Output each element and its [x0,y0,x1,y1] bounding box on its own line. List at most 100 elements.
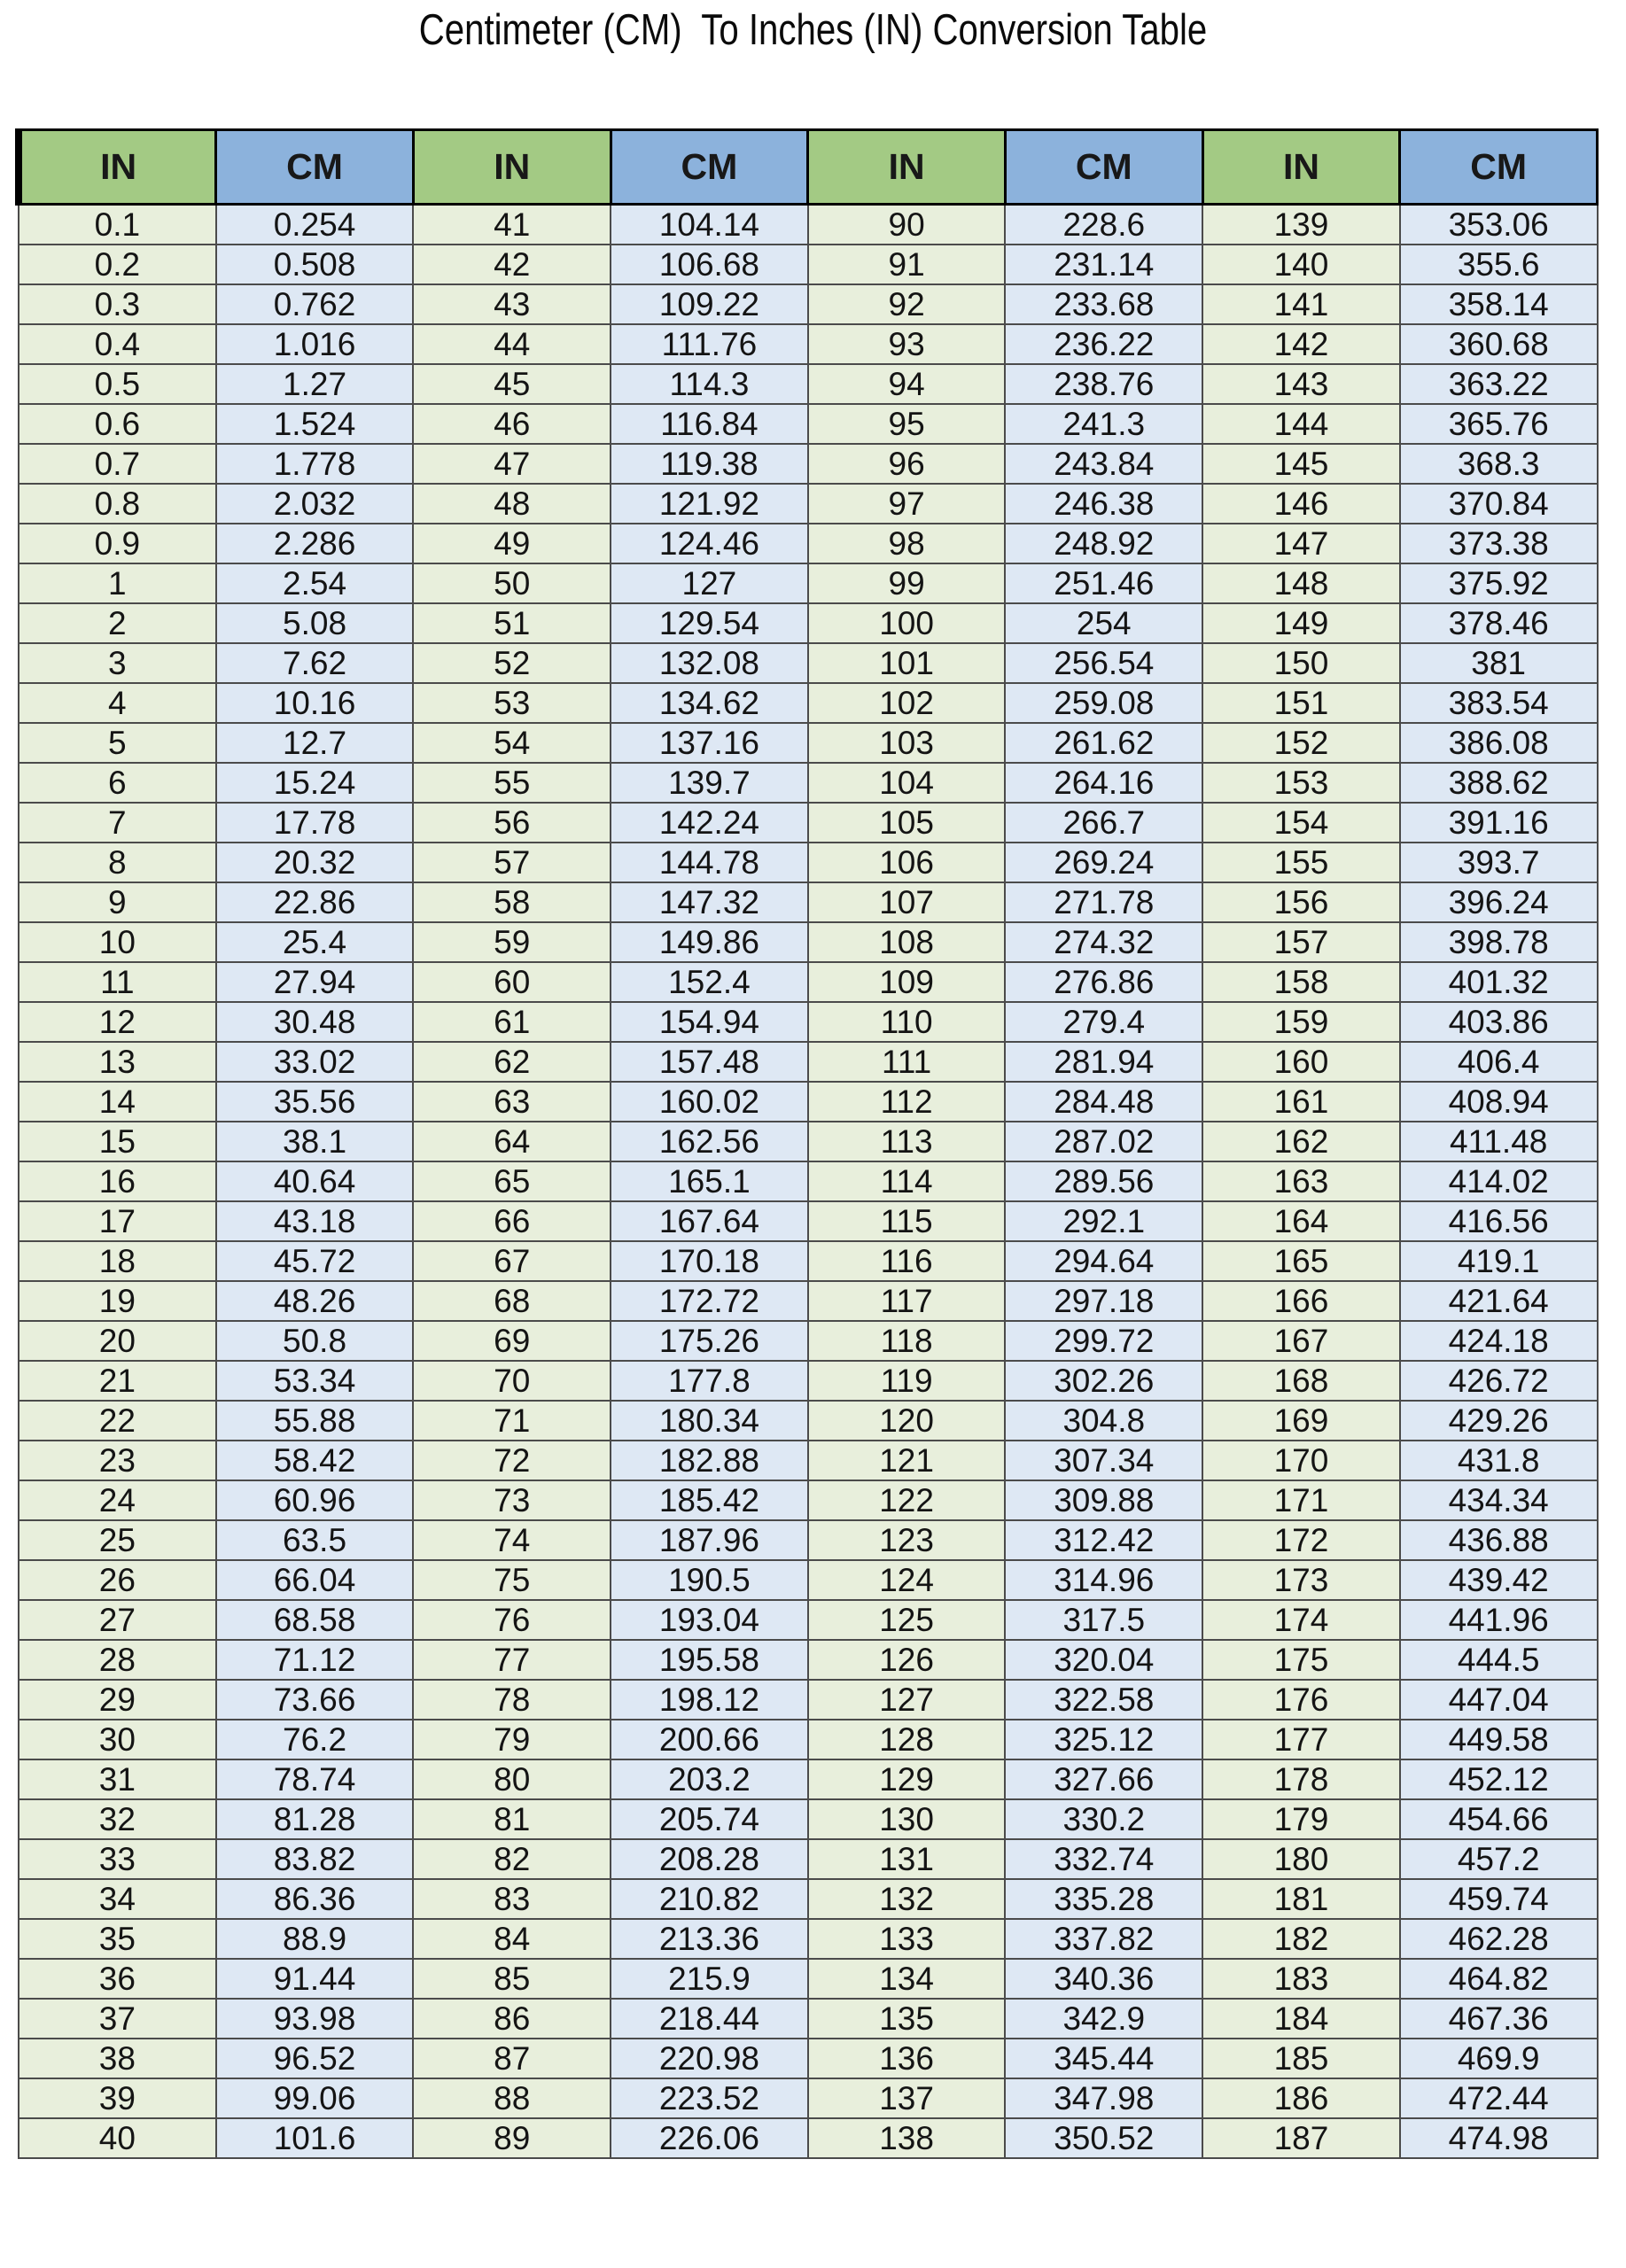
in-value-cell: 51 [412,602,612,644]
in-value-cell: 6 [18,761,217,804]
cm-value-cell: 266.7 [1004,801,1204,843]
cm-value-cell: 60.96 [214,1479,415,1521]
cm-value-cell: 99.06 [214,2077,415,2119]
in-value-cell: 78 [412,1678,612,1720]
in-value-cell: 0.3 [18,283,217,325]
cm-value-cell: 269.24 [1004,841,1204,883]
in-value-cell: 171 [1202,1479,1401,1521]
cm-value-cell: 160.02 [610,1080,809,1122]
in-value-cell: 15 [18,1120,217,1162]
cm-value-cell: 119.38 [610,442,809,485]
cm-value-cell: 12.7 [214,721,415,764]
cm-value-cell: 320.04 [1004,1638,1204,1681]
cm-value-cell: 129.54 [610,602,809,644]
cm-value-cell: 7.62 [214,641,415,684]
in-value-cell: 175 [1202,1638,1401,1681]
cm-value-cell: 5.08 [214,602,415,644]
table-row: 9 22.86 58 147.32 107 271.78 156 396.24 [18,881,1599,923]
in-value-cell: 34 [18,1877,217,1920]
cm-value-cell: 299.72 [1004,1319,1204,1362]
table-row: 12 30.48 61 154.94 110 279.4 159 403.86 [18,1000,1599,1043]
cm-value-cell: 137.16 [610,721,809,764]
in-value-cell: 37 [18,1997,217,2039]
cm-value-cell: 462.28 [1398,1917,1599,1960]
in-value-cell: 117 [806,1279,1007,1322]
in-value-cell: 0.1 [18,203,217,245]
cm-value-cell: 43.18 [214,1200,415,1242]
in-value-cell: 133 [806,1917,1007,1960]
cm-value-cell: 454.66 [1398,1798,1599,1840]
in-value-cell: 97 [806,482,1007,524]
table-row: 22 55.88 71 180.34 120 304.8 169 429.26 [18,1399,1599,1441]
in-value-cell: 101 [806,641,1007,684]
in-value-cell: 90 [806,203,1007,245]
cm-value-cell: 2.286 [214,522,415,564]
cm-value-cell: 345.44 [1004,2037,1204,2079]
cm-value-cell: 116.84 [610,402,809,445]
in-value-cell: 73 [412,1479,612,1521]
in-value-cell: 138 [806,2117,1007,2159]
in-value-cell: 58 [412,881,612,923]
cm-value-cell: 220.98 [610,2037,809,2079]
cm-value-cell: 312.42 [1004,1518,1204,1561]
in-value-cell: 80 [412,1758,612,1800]
in-value-cell: 88 [412,2077,612,2119]
cm-value-cell: 91.44 [214,1957,415,2000]
in-value-cell: 65 [412,1160,612,1202]
in-value-cell: 156 [1202,881,1401,923]
in-value-cell: 170 [1202,1439,1401,1481]
in-value-cell: 81 [412,1798,612,1840]
in-value-cell: 106 [806,841,1007,883]
cm-value-cell: 459.74 [1398,1877,1599,1920]
cm-value-cell: 165.1 [610,1160,809,1202]
cm-value-cell: 241.3 [1004,402,1204,445]
cm-value-cell: 53.34 [214,1359,415,1402]
in-value-cell: 47 [412,442,612,485]
in-value-cell: 147 [1202,522,1401,564]
in-value-cell: 13 [18,1040,217,1083]
in-value-cell: 74 [412,1518,612,1561]
cm-value-cell: 38.1 [214,1120,415,1162]
in-value-cell: 137 [806,2077,1007,2119]
cm-value-cell: 167.64 [610,1200,809,1242]
in-value-cell: 55 [412,761,612,804]
cm-value-cell: 251.46 [1004,562,1204,604]
cm-value-cell: 236.22 [1004,322,1204,365]
cm-value-cell: 391.16 [1398,801,1599,843]
cm-value-cell: 309.88 [1004,1479,1204,1521]
in-value-cell: 82 [412,1837,612,1880]
in-value-cell: 27 [18,1598,217,1641]
cm-value-cell: 68.58 [214,1598,415,1641]
cm-value-cell: 157.48 [610,1040,809,1083]
cm-value-cell: 386.08 [1398,721,1599,764]
conversion-table-wrap: IN CM IN CM IN CM IN CM 0.1 0.254 41 104.14 90 228.6… [15,128,1599,2159]
in-value-cell: 166 [1202,1279,1401,1322]
in-value-cell: 132 [806,1877,1007,1920]
in-value-cell: 52 [412,641,612,684]
table-row: 17 43.18 66 167.64 115 292.1 164 416.56 [18,1200,1599,1242]
table-row: 0.5 1.27 45 114.3 94 238.76 143 363.22 [18,362,1599,405]
table-row: 8 20.32 57 144.78 106 269.24 155 393.7 [18,841,1599,883]
cm-value-cell: 424.18 [1398,1319,1599,1362]
cm-value-cell: 314.96 [1004,1558,1204,1601]
table-row: 11 27.94 60 152.4 109 276.86 158 401.32 [18,960,1599,1003]
cm-value-cell: 403.86 [1398,1000,1599,1043]
table-row: 29 73.66 78 198.12 127 322.58 176 447.04 [18,1678,1599,1720]
in-value-cell: 25 [18,1518,217,1561]
in-value-cell: 179 [1202,1798,1401,1840]
cm-value-cell: 434.34 [1398,1479,1599,1521]
in-value-cell: 100 [806,602,1007,644]
cm-value-cell: 233.68 [1004,283,1204,325]
in-value-cell: 105 [806,801,1007,843]
cm-value-cell: 335.28 [1004,1877,1204,1920]
cm-value-cell: 294.64 [1004,1239,1204,1282]
cm-value-cell: 444.5 [1398,1638,1599,1681]
cm-value-cell: 93.98 [214,1997,415,2039]
cm-value-cell: 396.24 [1398,881,1599,923]
cm-value-cell: 414.02 [1398,1160,1599,1202]
cm-value-cell: 370.84 [1398,482,1599,524]
table-row: 30 76.2 79 200.66 128 325.12 177 449.58 [18,1718,1599,1760]
in-value-cell: 122 [806,1479,1007,1521]
in-value-cell: 19 [18,1279,217,1322]
in-value-cell: 146 [1202,482,1401,524]
